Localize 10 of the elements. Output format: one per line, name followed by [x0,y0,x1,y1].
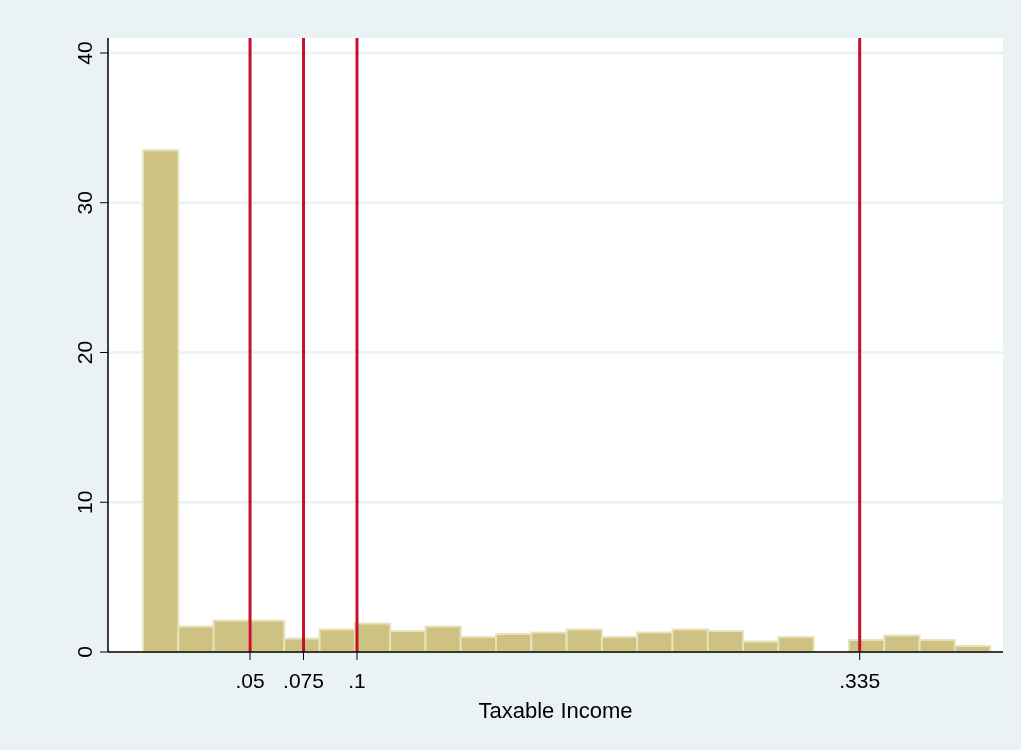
y-tick-label: 20 [73,340,96,365]
x-axis-title: Taxable Income [478,698,633,723]
x-tick-label: .075 [283,669,324,692]
x-tick-label: .1 [348,669,366,692]
y-tick-label: 30 [73,191,96,215]
y-tick-label: 10 [73,490,96,514]
x-tick-label: .335 [839,669,881,692]
x-tick-label: .05 [235,669,265,692]
y-tick-label: 40 [73,41,96,65]
y-tick-label: 0 [73,646,96,658]
